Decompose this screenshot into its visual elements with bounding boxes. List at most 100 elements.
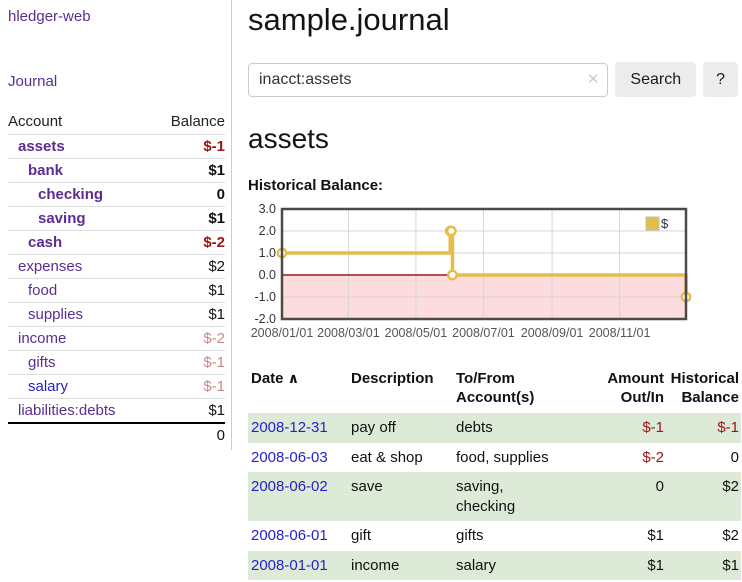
transaction-date-link[interactable]: 2008-12-31 bbox=[251, 419, 328, 437]
sidebar-account-link[interactable]: cash bbox=[28, 234, 63, 251]
svg-text:$: $ bbox=[661, 216, 669, 231]
sidebar-account-balance: $-2 bbox=[152, 230, 225, 255]
account-name-cell: supplies bbox=[8, 302, 153, 327]
sidebar-account-link[interactable]: liabilities:debts bbox=[18, 402, 116, 419]
sidebar-account-balance: $1 bbox=[152, 278, 225, 303]
account-heading: assets bbox=[248, 123, 329, 154]
balance-header-line2: Balance bbox=[681, 389, 739, 407]
sidebar-item-journal[interactable]: Journal bbox=[8, 73, 58, 90]
transaction-amount: $-1 bbox=[642, 419, 664, 437]
transaction-accounts: saving, checking bbox=[456, 478, 516, 515]
account-name-cell: salary bbox=[8, 374, 153, 399]
sidebar-account-link[interactable]: checking bbox=[38, 186, 104, 203]
sidebar-account-row: salary $-1 bbox=[8, 374, 225, 399]
transaction-description: eat & shop bbox=[351, 448, 423, 466]
account-name-cell: assets bbox=[8, 134, 153, 159]
search-button[interactable]: Search bbox=[615, 62, 697, 97]
transaction-description: gift bbox=[351, 527, 372, 545]
register-header-amount: Amount Out/In bbox=[599, 365, 666, 413]
svg-text:2008/11/01: 2008/11/01 bbox=[589, 326, 651, 340]
sidebar-account-link[interactable]: salary bbox=[28, 378, 69, 395]
sidebar-account-row: saving $1 bbox=[8, 206, 225, 231]
sidebar-account-balance: 0 bbox=[152, 182, 225, 207]
sidebar-account-row: liabilities:debts $1 bbox=[8, 398, 225, 424]
sort-ascending-icon: ∧ bbox=[287, 370, 300, 386]
account-name-cell: checking bbox=[8, 182, 153, 207]
transaction-description: save bbox=[351, 478, 383, 496]
sidebar-account-row: cash $-2 bbox=[8, 230, 225, 255]
sidebar-account-link[interactable]: assets bbox=[18, 138, 65, 155]
sidebar-account-link[interactable]: bank bbox=[28, 162, 64, 179]
sidebar-account-balance: $1 bbox=[152, 398, 225, 424]
amount-header-line1: Amount bbox=[607, 370, 664, 387]
sidebar-account-row: expenses $2 bbox=[8, 254, 225, 279]
register-header-balance: Historical Balance bbox=[666, 365, 741, 413]
sidebar-account-row: bank $1 bbox=[8, 158, 225, 183]
sidebar-account-row: supplies $1 bbox=[8, 302, 225, 327]
spacer bbox=[8, 422, 153, 448]
transaction-amount: $1 bbox=[647, 556, 664, 574]
transaction-amount: $-2 bbox=[642, 448, 664, 466]
svg-text:2008/05/01: 2008/05/01 bbox=[385, 326, 448, 340]
search-input[interactable] bbox=[248, 62, 609, 97]
svg-text:1.0: 1.0 bbox=[259, 246, 276, 260]
register-row: 2008-06-03 eat & shop food, supplies $-2 0 bbox=[248, 443, 741, 473]
help-button[interactable]: ? bbox=[703, 62, 738, 97]
app-title-link[interactable]: hledger-web bbox=[8, 8, 91, 25]
accounts-header-line2: Account(s) bbox=[456, 389, 535, 407]
sidebar: hledger-web Journal Account Balance asse… bbox=[0, 0, 232, 450]
transaction-date-link[interactable]: 2008-06-02 bbox=[251, 478, 328, 496]
sidebar-account-link[interactable]: expenses bbox=[18, 258, 83, 275]
svg-text:2008/07/01: 2008/07/01 bbox=[452, 326, 515, 340]
accounts-table-body: assets $-1 bank $1 checking 0 saving $1 cash $-2 e… bbox=[8, 134, 225, 424]
transaction-date-link[interactable]: 2008-06-01 bbox=[251, 527, 328, 545]
sidebar-account-link[interactable]: supplies bbox=[28, 306, 84, 323]
transaction-accounts: food, supplies bbox=[456, 448, 549, 466]
sidebar-account-link[interactable]: income bbox=[18, 330, 67, 347]
sidebar-account-balance: $-2 bbox=[152, 326, 225, 351]
description-header-label: Description bbox=[351, 370, 434, 387]
sidebar-account-row: gifts $-1 bbox=[8, 350, 225, 375]
accounts-header-balance: Balance bbox=[152, 110, 225, 135]
account-name-cell: income bbox=[8, 326, 153, 351]
svg-text:-1.0: -1.0 bbox=[254, 290, 276, 304]
transaction-balance: 0 bbox=[730, 448, 739, 466]
transaction-date-link[interactable]: 2008-01-01 bbox=[251, 556, 328, 574]
account-name-cell: gifts bbox=[8, 350, 153, 375]
chart-title: Historical Balance: bbox=[248, 177, 384, 194]
sidebar-account-link[interactable]: saving bbox=[38, 210, 86, 227]
transaction-accounts: debts bbox=[456, 419, 493, 437]
accounts-total-row: 0 bbox=[8, 422, 225, 448]
account-name-cell: liabilities:debts bbox=[8, 398, 153, 424]
clear-search-icon[interactable]: ✕ bbox=[586, 70, 600, 88]
account-name-cell: cash bbox=[8, 230, 153, 255]
date-header-label: Date bbox=[251, 370, 284, 387]
register-row: 2008-01-01 income salary $1 $1 bbox=[248, 550, 741, 581]
transaction-accounts: gifts bbox=[456, 527, 484, 545]
svg-text:2008/01/01: 2008/01/01 bbox=[251, 326, 314, 340]
register-row: 2008-06-02 save saving, checking 0 $2 bbox=[248, 472, 741, 522]
sidebar-account-link[interactable]: food bbox=[28, 282, 58, 299]
sidebar-account-balance: $2 bbox=[152, 254, 225, 279]
svg-text:2008/03/01: 2008/03/01 bbox=[317, 326, 380, 340]
svg-text:0.0: 0.0 bbox=[259, 268, 276, 282]
register-header-date[interactable]: Date ∧ bbox=[248, 365, 348, 413]
account-name-cell: bank bbox=[8, 158, 153, 183]
transaction-date-link[interactable]: 2008-06-03 bbox=[251, 448, 328, 466]
register-table-body: 2008-12-31 pay off debts $-1 $-1 2008-06-03 ea… bbox=[248, 413, 741, 581]
transaction-amount: 0 bbox=[655, 478, 664, 496]
sidebar-account-row: assets $-1 bbox=[8, 134, 225, 159]
historical-balance-chart: $3.0 2.0 1.0 0.0 -1.0 -2.0 2008/01/01 2008/03/0… bbox=[248, 202, 738, 349]
register-table: Date ∧ Description To/From Account(s) Amo… bbox=[248, 365, 741, 581]
account-name-cell: food bbox=[8, 278, 153, 303]
sidebar-account-link[interactable]: gifts bbox=[28, 354, 56, 371]
transaction-description: income bbox=[351, 556, 400, 574]
accounts-header-row: Account Balance bbox=[8, 110, 225, 135]
sidebar-account-balance: $-1 bbox=[152, 134, 225, 159]
svg-text:2.0: 2.0 bbox=[259, 224, 276, 238]
transaction-amount: $1 bbox=[647, 527, 664, 545]
register-header-description: Description bbox=[348, 365, 453, 413]
search-input-wrap: ✕ bbox=[248, 62, 609, 97]
register-row: 2008-06-01 gift gifts $1 $2 bbox=[248, 521, 741, 551]
